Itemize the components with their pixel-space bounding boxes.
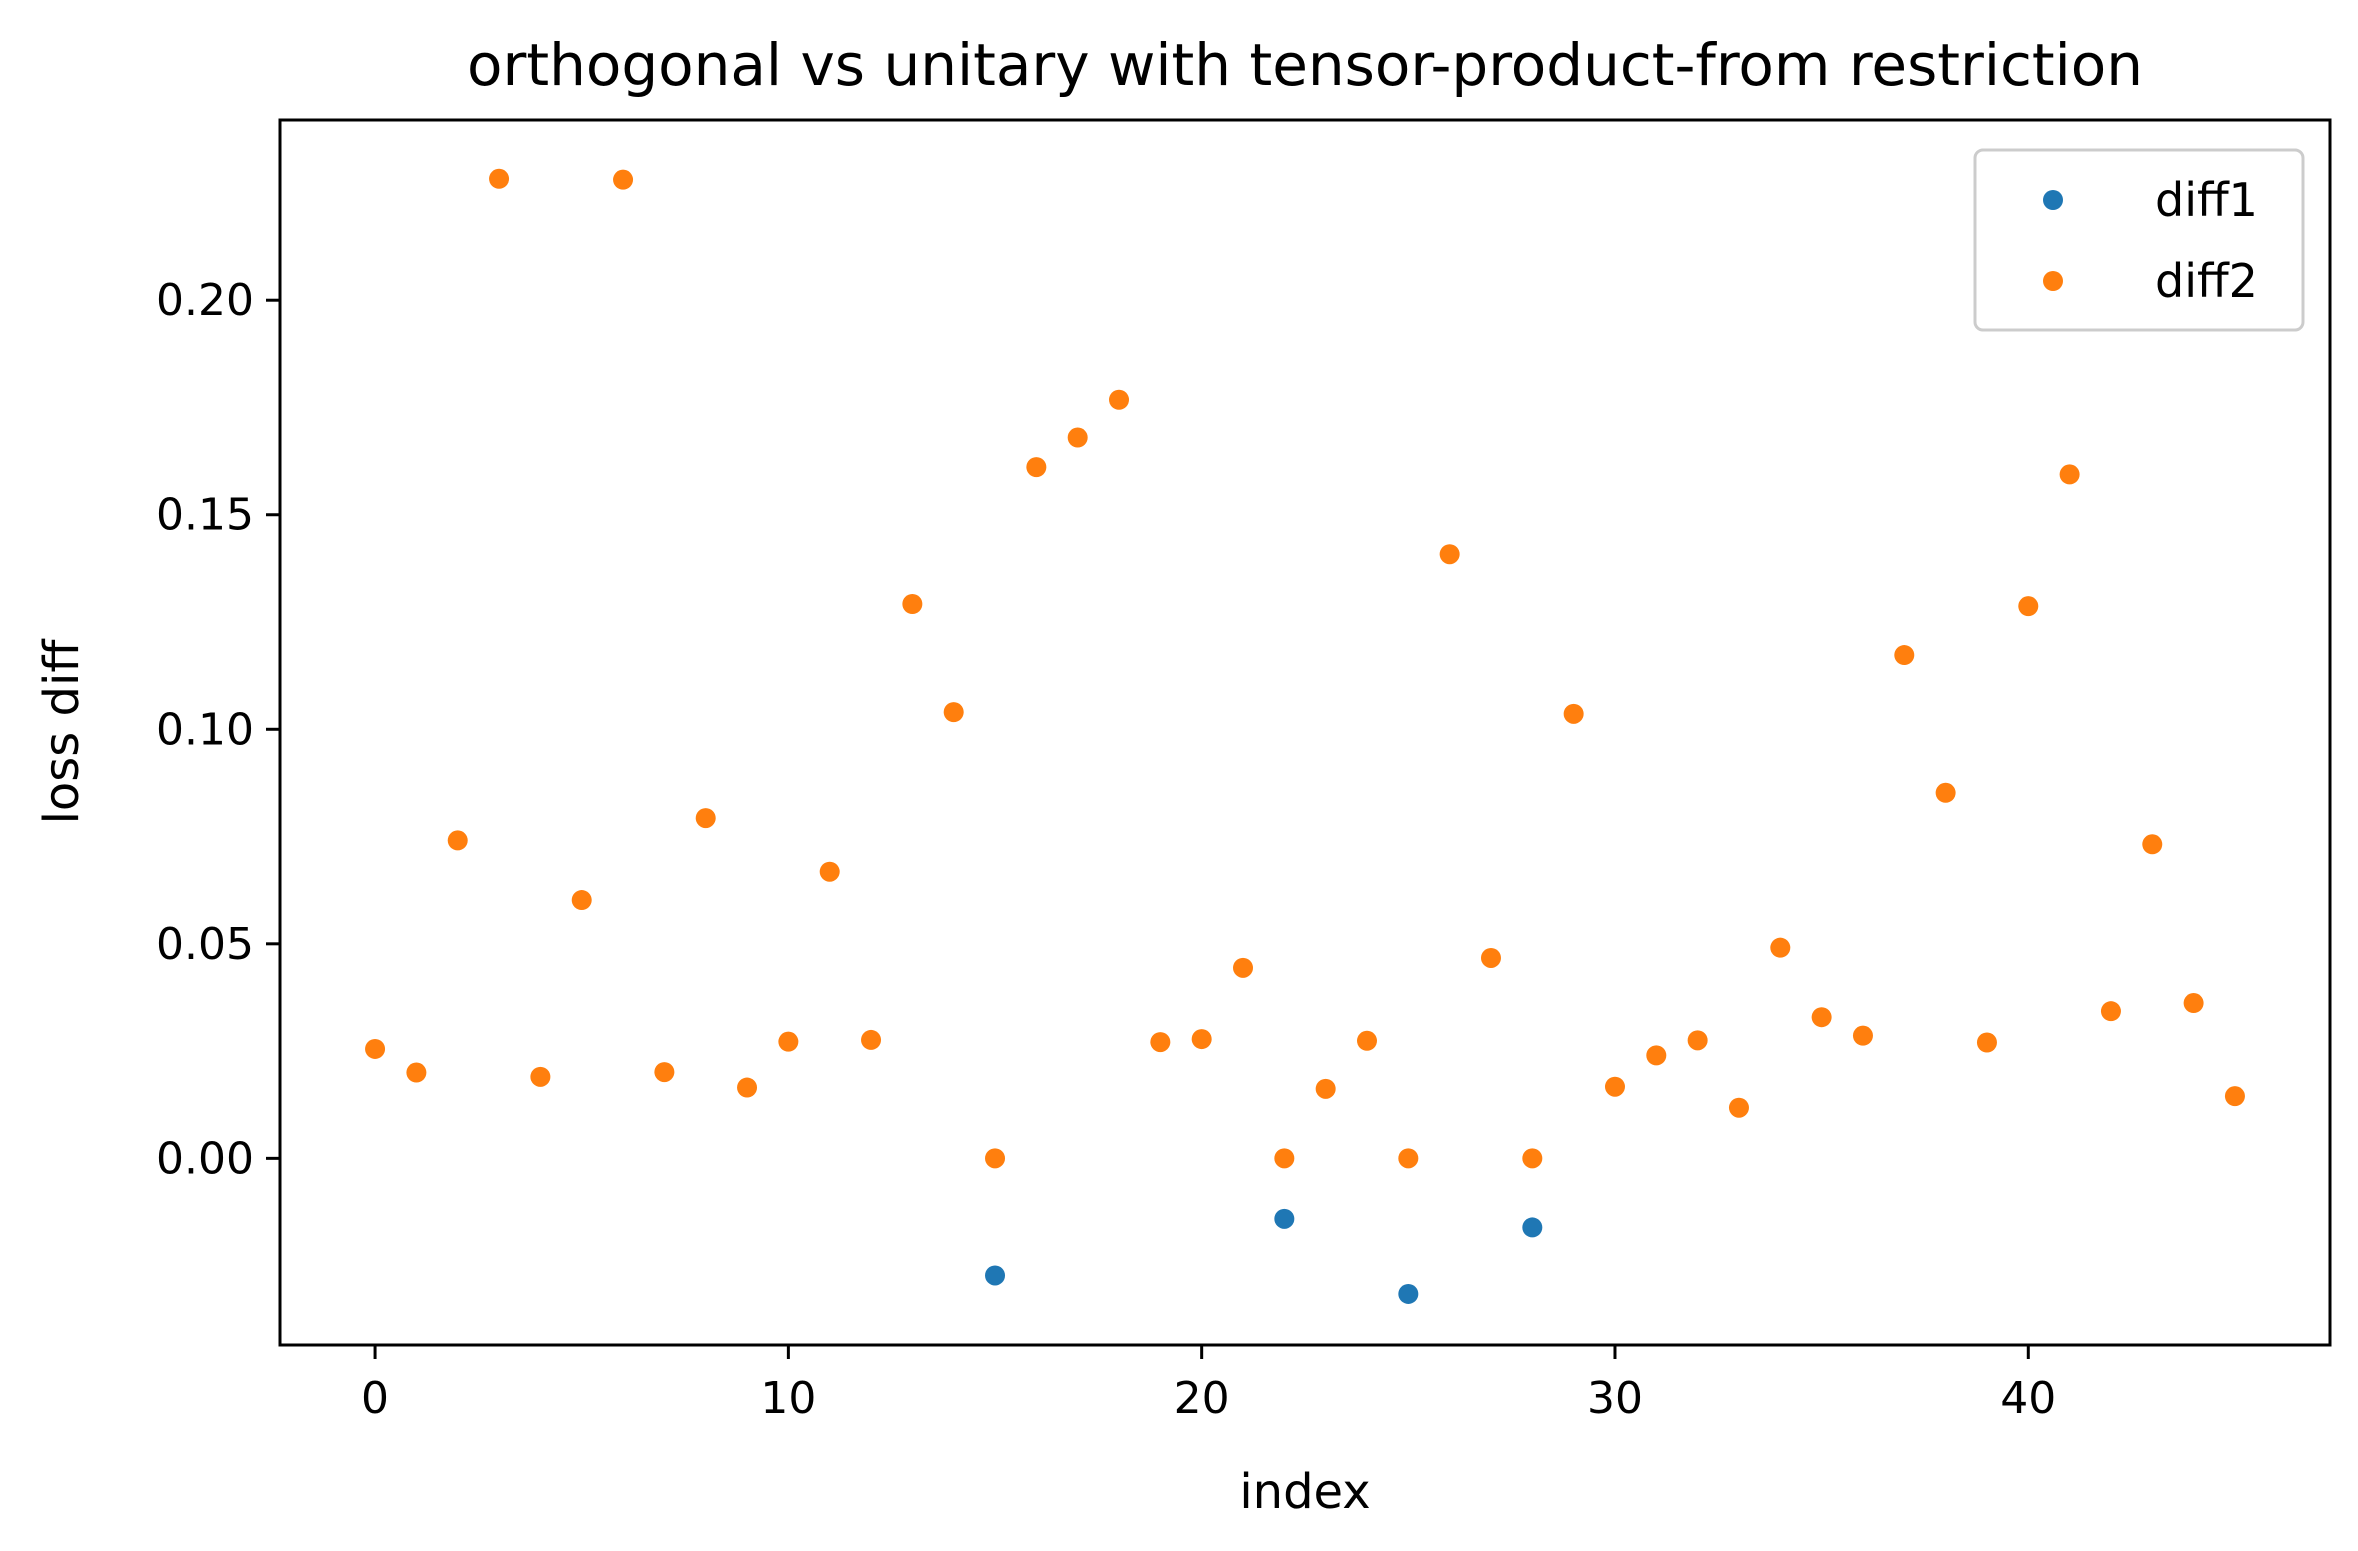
point-diff1 <box>985 1265 1006 1286</box>
point-diff2 <box>2224 1086 2245 1107</box>
point-diff2 <box>2142 834 2163 855</box>
point-diff2 <box>943 702 964 723</box>
point-diff2 <box>1894 645 1915 666</box>
point-diff2 <box>1274 1148 1295 1169</box>
point-diff2 <box>2018 596 2039 617</box>
y-axis: 0.00 0.05 0.10 0.15 0.20 <box>156 275 280 1184</box>
point-diff2 <box>1604 1076 1625 1097</box>
point-diff2 <box>1480 947 1501 968</box>
point-diff2 <box>613 169 634 190</box>
point-diff2 <box>861 1029 882 1050</box>
point-diff2 <box>2059 464 2080 485</box>
point-diff2 <box>1563 703 1584 724</box>
point-diff2 <box>1109 389 1130 410</box>
point-diff2 <box>1356 1030 1377 1051</box>
point-diff2 <box>902 593 923 614</box>
plot-area <box>278 118 2332 1347</box>
y-tick-label: 0.05 <box>156 919 254 970</box>
x-tick-label: 30 <box>1587 1373 1643 1424</box>
point-diff2 <box>1233 957 1254 978</box>
y-axis-label: loss diff <box>34 639 90 825</box>
legend-label-diff2: diff2 <box>2155 254 2258 308</box>
point-diff2 <box>1728 1097 1749 1118</box>
y-tick-label: 0.00 <box>156 1133 254 1184</box>
legend-label-diff1: diff1 <box>2155 173 2258 227</box>
point-diff2 <box>447 830 468 851</box>
point-diff2 <box>1522 1148 1543 1169</box>
point-diff1 <box>1398 1283 1419 1304</box>
x-tick-label: 40 <box>2000 1373 2056 1424</box>
point-diff2 <box>2100 1001 2121 1022</box>
point-diff2 <box>1315 1078 1336 1099</box>
point-diff2 <box>2183 993 2204 1014</box>
point-diff2 <box>654 1062 675 1083</box>
x-tick-label: 10 <box>760 1373 816 1424</box>
point-diff2 <box>571 890 592 911</box>
point-diff2 <box>1687 1030 1708 1051</box>
x-axis: 0 10 20 30 40 <box>361 1345 2056 1424</box>
x-tick-label: 20 <box>1174 1373 1230 1424</box>
point-diff2 <box>530 1066 551 1087</box>
legend-marker-diff2 <box>2043 271 2063 291</box>
point-diff2 <box>1811 1007 1832 1028</box>
legend: diff1 diff2 <box>1973 148 2305 332</box>
point-diff1 <box>1274 1208 1295 1229</box>
x-tick-label: 0 <box>361 1373 389 1424</box>
point-diff2 <box>695 808 716 829</box>
point-diff2 <box>1191 1029 1212 1050</box>
chart-title: orthogonal vs unitary with tensor-produc… <box>467 31 2143 99</box>
point-diff2 <box>1439 544 1460 565</box>
point-diff2 <box>985 1148 1006 1169</box>
point-diff2 <box>1976 1032 1997 1053</box>
y-tick-label: 0.10 <box>156 704 254 755</box>
point-diff2 <box>737 1077 758 1098</box>
point-diff2 <box>1646 1045 1667 1066</box>
point-diff2 <box>489 168 510 189</box>
point-diff2 <box>1852 1025 1873 1046</box>
data-points <box>365 168 2245 1304</box>
point-diff2 <box>1026 457 1047 478</box>
legend-marker-diff1 <box>2043 190 2063 210</box>
y-tick-label: 0.15 <box>156 490 254 541</box>
y-tick-label: 0.20 <box>156 275 254 326</box>
point-diff2 <box>406 1062 427 1083</box>
point-diff1 <box>1522 1217 1543 1238</box>
point-diff2 <box>1398 1148 1419 1169</box>
x-axis-label: index <box>1239 1464 1370 1520</box>
point-diff2 <box>1935 782 1956 803</box>
point-diff2 <box>1770 937 1791 958</box>
point-diff2 <box>1067 427 1088 448</box>
point-diff2 <box>819 861 840 882</box>
point-diff2 <box>365 1038 386 1059</box>
point-diff2 <box>1150 1032 1171 1053</box>
point-diff2 <box>778 1031 799 1052</box>
plot-frame <box>278 118 2332 1347</box>
